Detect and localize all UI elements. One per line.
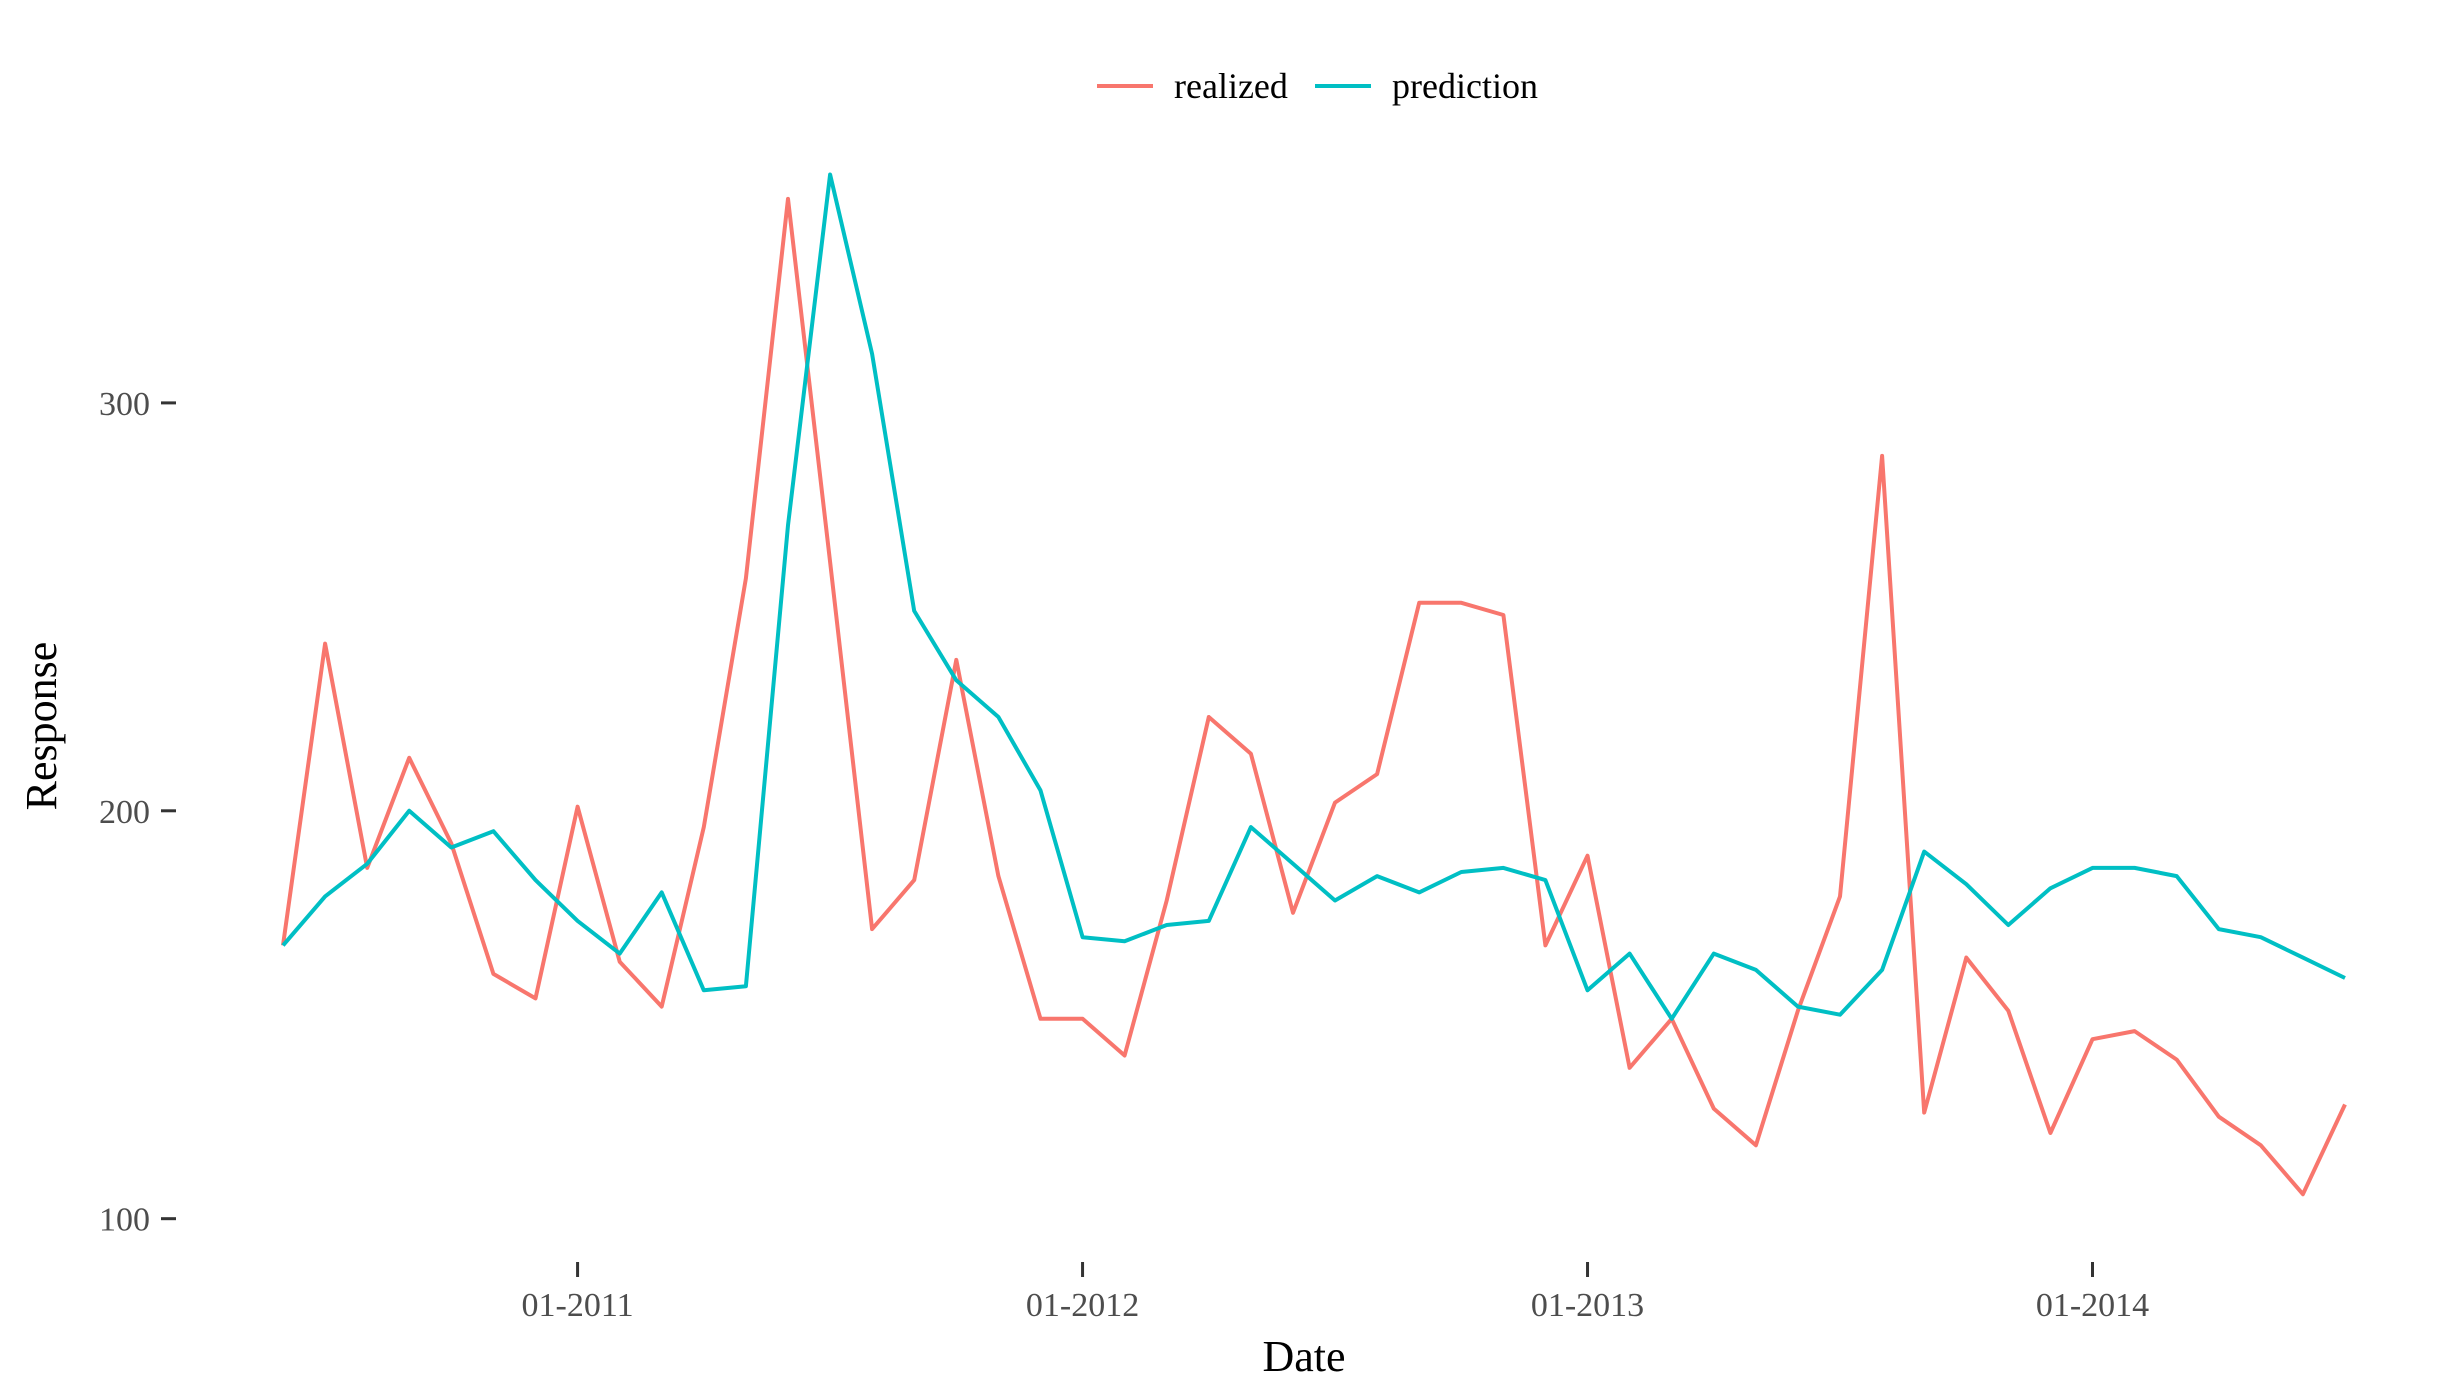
y-axis-title: Response [17,642,66,811]
chart-legend: realized prediction [1097,66,1538,106]
x-tick-label: 01-2013 [1531,1287,1644,1324]
x-tick-label: 01-2014 [2036,1287,2149,1324]
series-line-prediction [281,172,2346,1021]
series-line-realized [281,196,2347,1197]
legend-item-prediction: prediction [1315,66,1538,106]
x-axis-title: Date [1262,1332,1345,1381]
legend-label: realized [1174,66,1288,106]
y-tick-label: 200 [99,794,150,831]
series-layer [281,172,2347,1197]
x-tick-label: 01-2012 [1026,1287,1139,1324]
legend-label: prediction [1392,66,1538,106]
legend-item-realized: realized [1097,66,1288,106]
x-axis: 01-2011 01-2012 01-2013 01-2014 [522,1262,2149,1324]
x-tick-label: 01-2011 [522,1287,634,1324]
y-axis: 100 200 300 [99,386,176,1239]
y-tick-label: 300 [99,386,150,423]
y-tick-label: 100 [99,1202,150,1239]
